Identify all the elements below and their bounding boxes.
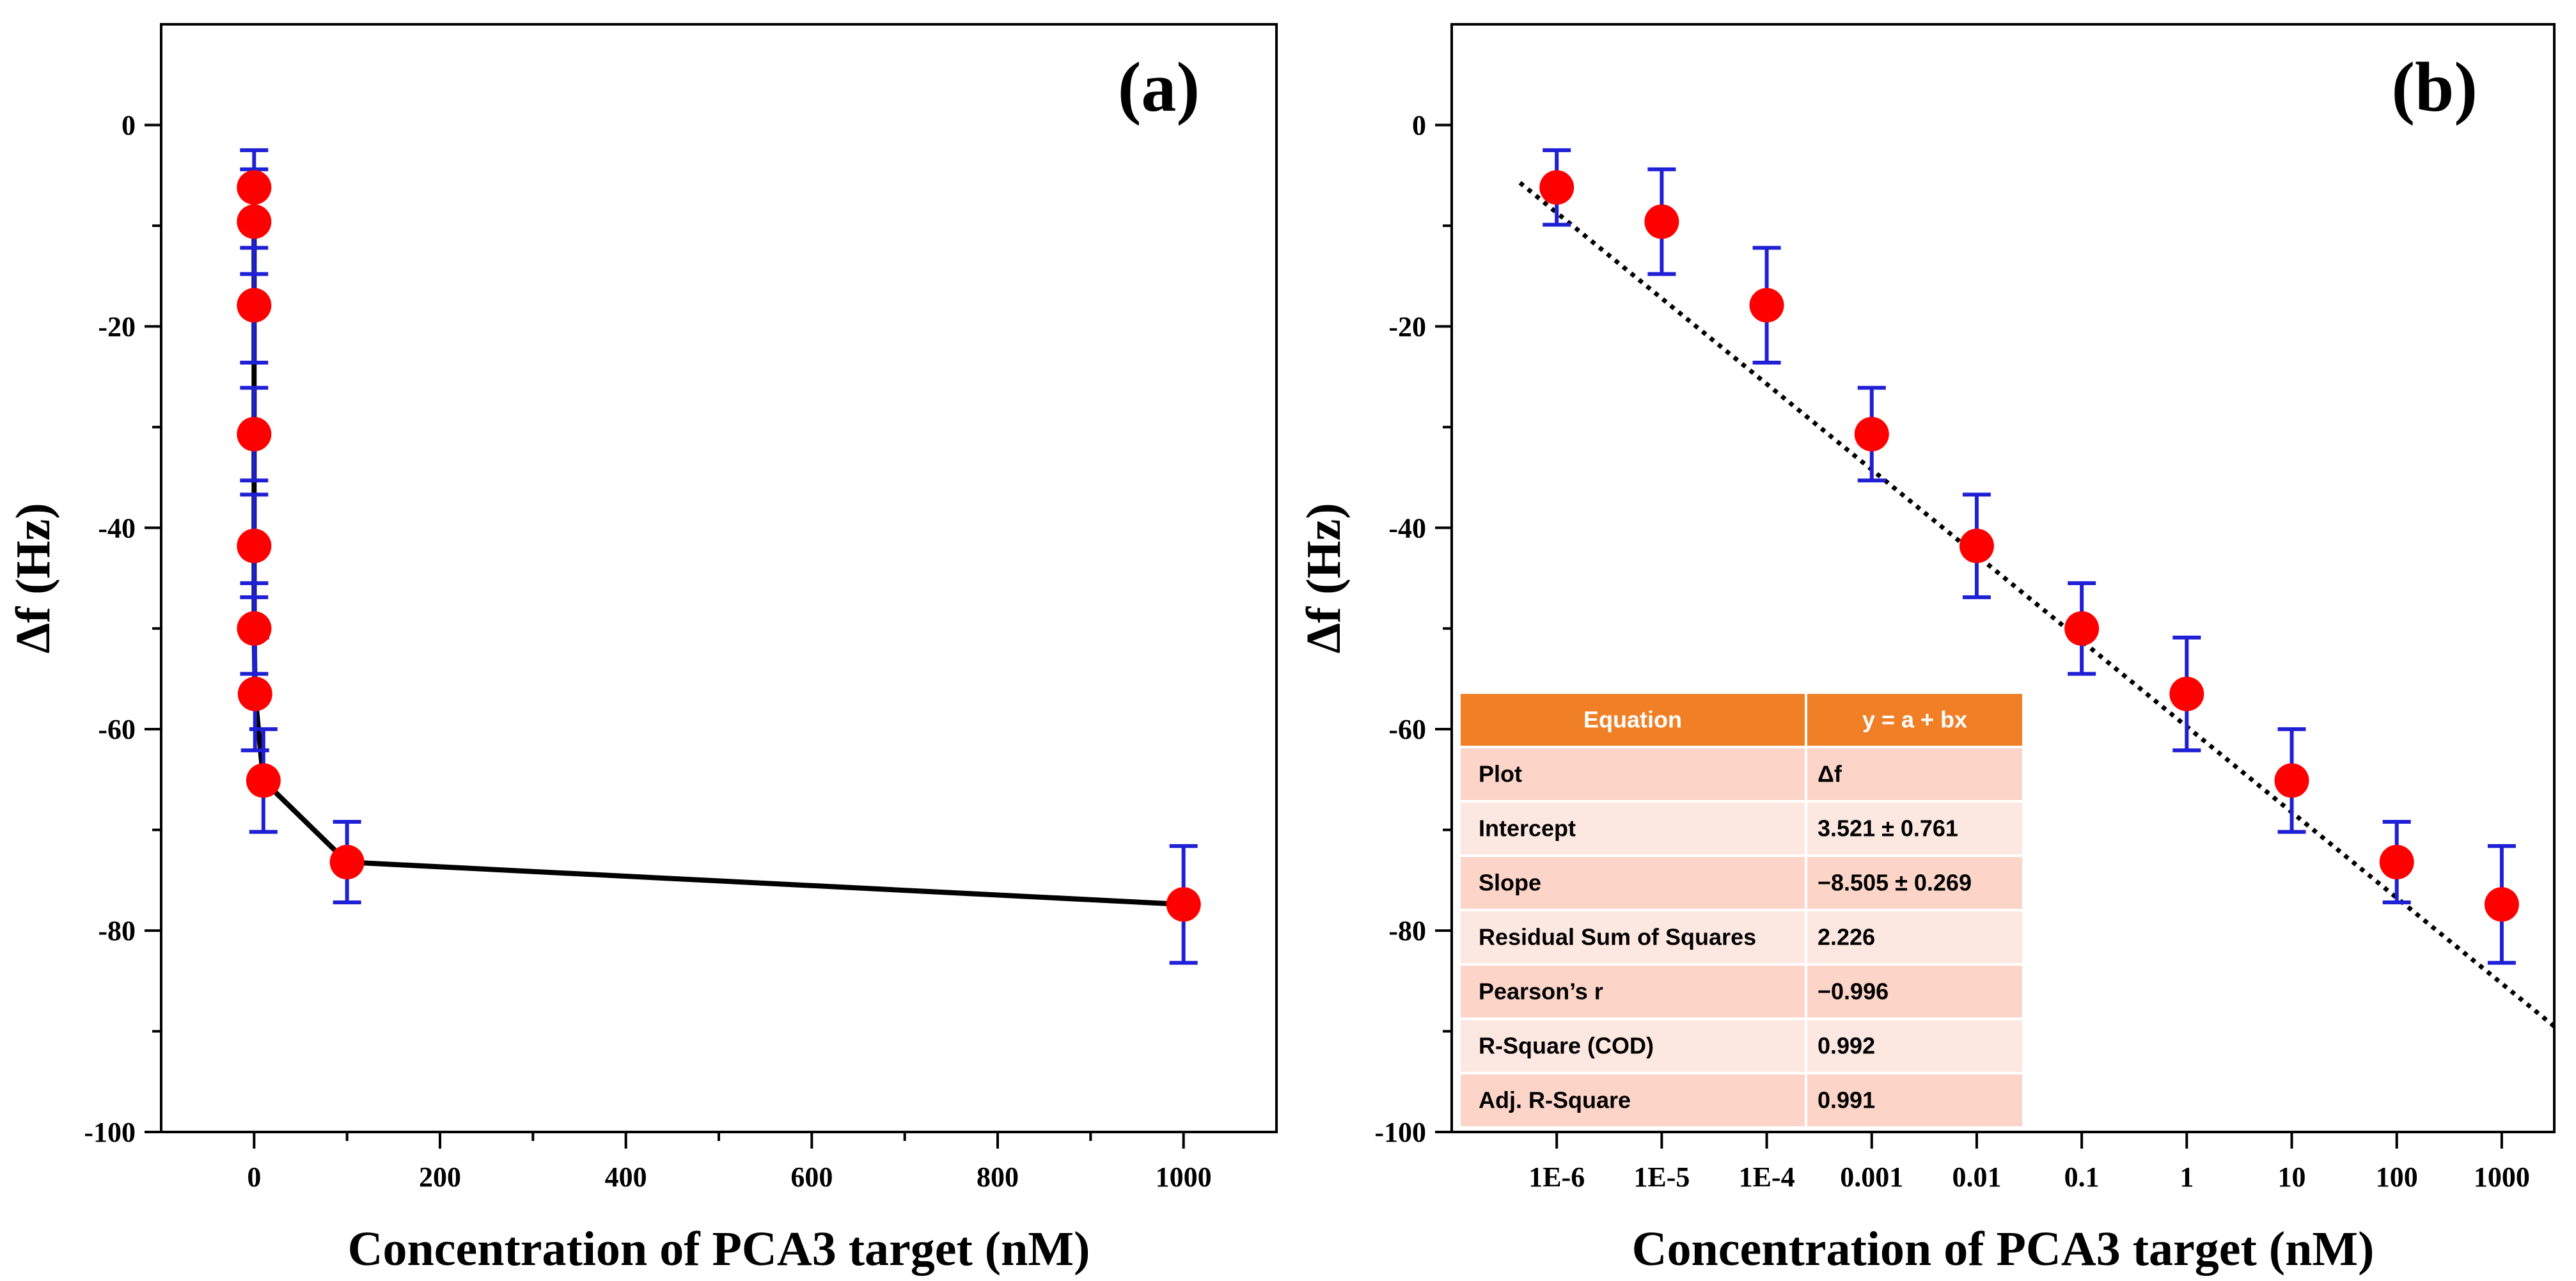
fit-table: Equation y = a + bx Plot Δf Intercept 3.521 ±… bbox=[1458, 691, 2025, 1129]
data-point bbox=[1644, 204, 1679, 239]
x-tick-label: 0.001 bbox=[1840, 1161, 1903, 1193]
fit-table-cell bbox=[1458, 854, 1807, 911]
fit-table-header-cell bbox=[1805, 691, 2025, 748]
data-point bbox=[2274, 763, 2309, 798]
fit-table-cell bbox=[1805, 1072, 2025, 1129]
fit-table-cell bbox=[1458, 963, 1807, 1020]
panel-label: (a) bbox=[1118, 48, 1200, 126]
data-point bbox=[237, 528, 272, 563]
data-point bbox=[237, 170, 272, 205]
panel-a: 0 -20 -40 -60 -80 -100 0 200 400 600 800 1000 Concen… bbox=[6, 23, 1278, 1276]
data-point bbox=[2484, 887, 2519, 922]
fit-table-row-label: Plot bbox=[1479, 761, 1522, 787]
y-tick-label: -100 bbox=[1374, 1117, 1426, 1148]
x-tick-label: 400 bbox=[605, 1161, 647, 1193]
x-tick-label: 600 bbox=[790, 1161, 833, 1193]
fit-table-cell bbox=[1805, 746, 2025, 803]
fit-table-cell bbox=[1805, 800, 2025, 857]
plot-frame bbox=[1450, 23, 2556, 1133]
fit-table-row-label: R-Square (COD) bbox=[1479, 1033, 1654, 1059]
fit-line bbox=[1518, 181, 2556, 1028]
y-tick-label: -60 bbox=[1388, 714, 1426, 745]
x-tick-label: 100 bbox=[2376, 1161, 2418, 1193]
fit-table-row-label: Adj. R-Square bbox=[1479, 1087, 1631, 1113]
x-tick-label: 1E-6 bbox=[1528, 1161, 1585, 1193]
fit-table-row-value: −8.505 ± 0.269 bbox=[1818, 870, 1972, 896]
x-tick-label: 0.01 bbox=[1952, 1161, 2001, 1193]
y-axis-title: Δf (Hz) bbox=[6, 503, 60, 653]
x-tick-label: 10 bbox=[2278, 1161, 2306, 1193]
fit-table-row-value: 0.991 bbox=[1818, 1087, 1875, 1113]
fit-table-row-label: Pearson’s r bbox=[1479, 978, 1603, 1005]
fit-table-row-label: Intercept bbox=[1479, 815, 1576, 842]
x-axis-title: Concentration of PCA3 target (nM) bbox=[348, 1222, 1090, 1276]
y-tick-label: -80 bbox=[1388, 915, 1426, 947]
panel-b: 0 -20 -40 -60 -80 -100 1E-6 1E-5 1E-4 0.001 0.01 0.… bbox=[1297, 23, 2556, 1276]
fit-table-header-label: Equation bbox=[1583, 707, 1682, 733]
x-tick-label: 200 bbox=[419, 1161, 461, 1193]
y-tick-label: -100 bbox=[84, 1117, 136, 1148]
y-tick-label: -80 bbox=[98, 915, 136, 947]
data-point bbox=[2169, 677, 2204, 712]
fit-table-row-value: 3.521 ± 0.761 bbox=[1818, 815, 1958, 842]
fit-table-row-value: −0.996 bbox=[1818, 978, 1889, 1005]
y-tick-label: -40 bbox=[1388, 512, 1426, 544]
fit-table-row-label: Slope bbox=[1479, 870, 1541, 896]
y-axis-title: Δf (Hz) bbox=[1297, 503, 1351, 653]
data-point bbox=[237, 611, 272, 646]
data-point bbox=[1959, 528, 1994, 563]
data-point bbox=[246, 763, 281, 798]
fit-table-cell bbox=[1458, 746, 1807, 803]
y-tick-label: 0 bbox=[122, 109, 136, 141]
data-point bbox=[2064, 611, 2100, 646]
panel-label: (b) bbox=[2392, 48, 2478, 126]
x-tick-label: 1000 bbox=[1156, 1161, 1212, 1193]
x-tick-label: 0.1 bbox=[2064, 1161, 2100, 1193]
data-point bbox=[1166, 887, 1201, 922]
fit-table-cell bbox=[1458, 800, 1807, 857]
data-point bbox=[237, 416, 272, 452]
fit-table-cell bbox=[1458, 1072, 1807, 1129]
y-tick-label: 0 bbox=[1412, 109, 1426, 141]
fit-table-row-label: Residual Sum of Squares bbox=[1479, 924, 1756, 950]
data-point bbox=[1854, 416, 1889, 452]
x-tick-label: 1 bbox=[2179, 1161, 2194, 1193]
data-point bbox=[1749, 288, 1784, 323]
x-tick-label: 1000 bbox=[2474, 1161, 2530, 1193]
fit-table-row-value: Δf bbox=[1818, 761, 1842, 787]
series-line bbox=[251, 187, 1184, 908]
fit-table-row-value: 0.992 bbox=[1818, 1033, 1875, 1059]
x-tick-label: 0 bbox=[247, 1161, 261, 1193]
data-point bbox=[329, 845, 365, 880]
y-tick-label: -20 bbox=[98, 311, 136, 342]
data-point bbox=[237, 204, 272, 239]
x-tick-label: 1E-4 bbox=[1739, 1161, 1795, 1193]
fit-table-header-value: y = a + bx bbox=[1862, 707, 1967, 733]
fit-table-cell bbox=[1805, 854, 2025, 911]
data-point bbox=[2379, 845, 2414, 880]
plot-frame bbox=[160, 23, 1278, 1133]
data-point bbox=[237, 288, 272, 323]
x-tick-label: 1E-5 bbox=[1633, 1161, 1690, 1193]
y-tick-label: -20 bbox=[1388, 311, 1426, 342]
fit-table-row-value: 2.226 bbox=[1818, 924, 1875, 950]
y-tick-label: -40 bbox=[98, 512, 136, 544]
x-axis-title: Concentration of PCA3 target (nM) bbox=[1632, 1222, 2375, 1276]
x-tick-label: 800 bbox=[977, 1161, 1019, 1193]
data-point bbox=[1539, 170, 1575, 205]
y-tick-label: -60 bbox=[98, 714, 136, 745]
data-point bbox=[237, 677, 272, 712]
